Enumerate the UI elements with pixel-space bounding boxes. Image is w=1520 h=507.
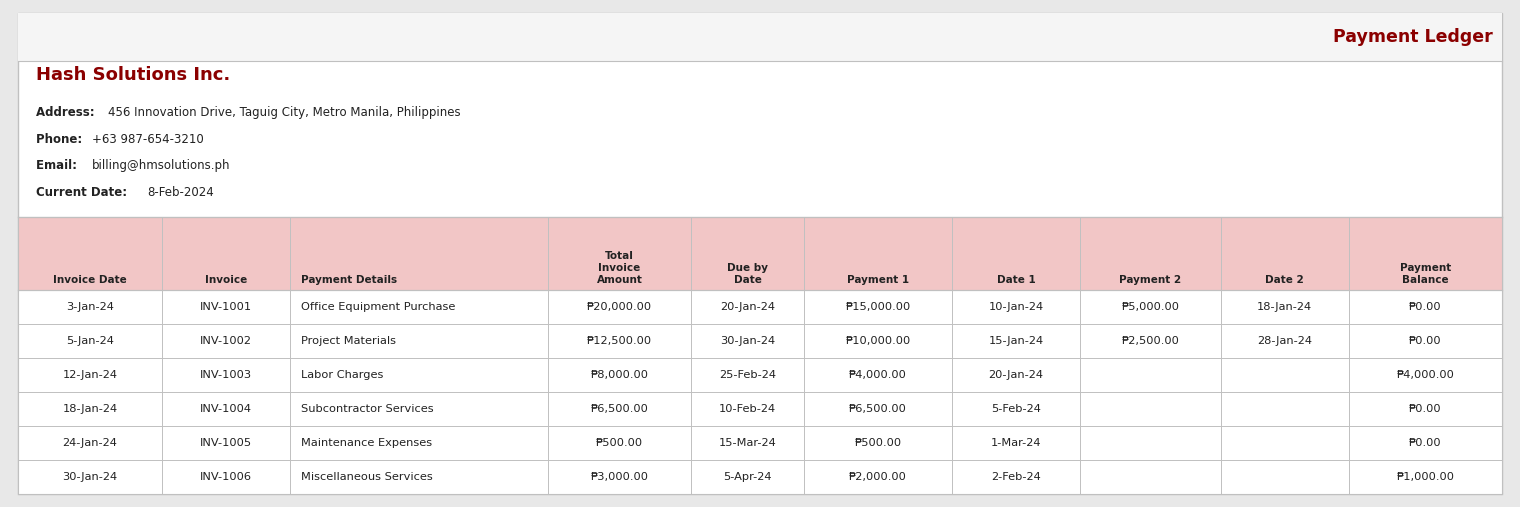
- FancyBboxPatch shape: [18, 392, 1502, 426]
- Text: Current Date:: Current Date:: [36, 186, 132, 199]
- Text: ₱12,500.00: ₱12,500.00: [587, 337, 652, 346]
- Text: 1-Mar-24: 1-Mar-24: [991, 439, 1041, 448]
- Text: 24-Jan-24: 24-Jan-24: [62, 439, 117, 448]
- Text: INV-1005: INV-1005: [199, 439, 252, 448]
- FancyBboxPatch shape: [18, 426, 1502, 460]
- Text: ₱3,000.00: ₱3,000.00: [590, 473, 649, 482]
- Text: ₱1,000.00: ₱1,000.00: [1397, 473, 1455, 482]
- Text: Labor Charges: Labor Charges: [301, 371, 383, 380]
- FancyBboxPatch shape: [18, 460, 1502, 494]
- Text: 5-Apr-24: 5-Apr-24: [724, 473, 772, 482]
- Text: Payment 2: Payment 2: [1119, 275, 1181, 284]
- Text: ₱15,000.00: ₱15,000.00: [845, 303, 910, 312]
- Text: INV-1001: INV-1001: [199, 303, 252, 312]
- FancyBboxPatch shape: [18, 217, 1502, 291]
- Text: Address:: Address:: [36, 106, 99, 120]
- Text: Phone:: Phone:: [36, 133, 87, 146]
- Text: Maintenance Expenses: Maintenance Expenses: [301, 439, 432, 448]
- Text: ₱0.00: ₱0.00: [1409, 405, 1441, 414]
- FancyBboxPatch shape: [18, 13, 1502, 494]
- Text: ₱4,000.00: ₱4,000.00: [1397, 371, 1455, 380]
- Text: ₱8,000.00: ₱8,000.00: [590, 371, 649, 380]
- FancyBboxPatch shape: [18, 13, 1502, 61]
- Text: ₱4,000.00: ₱4,000.00: [850, 371, 907, 380]
- Text: 5-Jan-24: 5-Jan-24: [67, 337, 114, 346]
- Text: Payment Ledger: Payment Ledger: [1333, 28, 1493, 46]
- Text: Invoice: Invoice: [205, 275, 248, 284]
- Text: Date 2: Date 2: [1265, 275, 1304, 284]
- Text: ₱10,000.00: ₱10,000.00: [845, 337, 910, 346]
- Text: INV-1004: INV-1004: [201, 405, 252, 414]
- Text: 20-Jan-24: 20-Jan-24: [988, 371, 1044, 380]
- Text: ₱0.00: ₱0.00: [1409, 337, 1441, 346]
- Text: 28-Jan-24: 28-Jan-24: [1257, 337, 1312, 346]
- Text: 18-Jan-24: 18-Jan-24: [62, 405, 117, 414]
- Text: 30-Jan-24: 30-Jan-24: [720, 337, 775, 346]
- Text: ₱0.00: ₱0.00: [1409, 439, 1441, 448]
- Text: Payment
Balance: Payment Balance: [1400, 263, 1452, 284]
- Text: ₱0.00: ₱0.00: [1409, 303, 1441, 312]
- Text: 25-Feb-24: 25-Feb-24: [719, 371, 777, 380]
- Text: ₱6,500.00: ₱6,500.00: [590, 405, 649, 414]
- Text: 8-Feb-2024: 8-Feb-2024: [147, 186, 214, 199]
- Text: 20-Jan-24: 20-Jan-24: [720, 303, 775, 312]
- Text: Total
Invoice
Amount: Total Invoice Amount: [596, 250, 643, 284]
- Text: Office Equipment Purchase: Office Equipment Purchase: [301, 303, 454, 312]
- Text: 12-Jan-24: 12-Jan-24: [62, 371, 117, 380]
- Text: ₱2,500.00: ₱2,500.00: [1122, 337, 1180, 346]
- Text: 3-Jan-24: 3-Jan-24: [67, 303, 114, 312]
- Text: Project Materials: Project Materials: [301, 337, 395, 346]
- Text: INV-1002: INV-1002: [201, 337, 252, 346]
- Text: Due by
Date: Due by Date: [727, 263, 768, 284]
- Text: 456 Innovation Drive, Taguig City, Metro Manila, Philippines: 456 Innovation Drive, Taguig City, Metro…: [108, 106, 461, 120]
- Text: Email:: Email:: [36, 159, 82, 172]
- Text: ₱500.00: ₱500.00: [596, 439, 643, 448]
- FancyBboxPatch shape: [18, 291, 1502, 324]
- Text: Payment Details: Payment Details: [301, 275, 397, 284]
- Text: 10-Feb-24: 10-Feb-24: [719, 405, 777, 414]
- Text: INV-1006: INV-1006: [201, 473, 252, 482]
- Text: billing@hmsolutions.ph: billing@hmsolutions.ph: [91, 159, 231, 172]
- Text: ₱6,500.00: ₱6,500.00: [850, 405, 907, 414]
- Text: +63 987-654-3210: +63 987-654-3210: [91, 133, 204, 146]
- Text: ₱20,000.00: ₱20,000.00: [587, 303, 652, 312]
- Text: 10-Jan-24: 10-Jan-24: [988, 303, 1044, 312]
- Text: Hash Solutions Inc.: Hash Solutions Inc.: [36, 66, 231, 84]
- Text: Invoice Date: Invoice Date: [53, 275, 128, 284]
- Text: ₱500.00: ₱500.00: [854, 439, 901, 448]
- Text: Date 1: Date 1: [997, 275, 1035, 284]
- Text: 2-Feb-24: 2-Feb-24: [991, 473, 1041, 482]
- Text: 15-Jan-24: 15-Jan-24: [988, 337, 1044, 346]
- Text: Miscellaneous Services: Miscellaneous Services: [301, 473, 432, 482]
- FancyBboxPatch shape: [18, 324, 1502, 358]
- Text: INV-1003: INV-1003: [199, 371, 252, 380]
- Text: 30-Jan-24: 30-Jan-24: [62, 473, 117, 482]
- Text: 18-Jan-24: 18-Jan-24: [1257, 303, 1312, 312]
- FancyBboxPatch shape: [18, 358, 1502, 392]
- Text: ₱5,000.00: ₱5,000.00: [1122, 303, 1180, 312]
- Text: Payment 1: Payment 1: [847, 275, 909, 284]
- Text: 5-Feb-24: 5-Feb-24: [991, 405, 1041, 414]
- Text: Subcontractor Services: Subcontractor Services: [301, 405, 433, 414]
- Text: 15-Mar-24: 15-Mar-24: [719, 439, 777, 448]
- Text: ₱2,000.00: ₱2,000.00: [850, 473, 907, 482]
